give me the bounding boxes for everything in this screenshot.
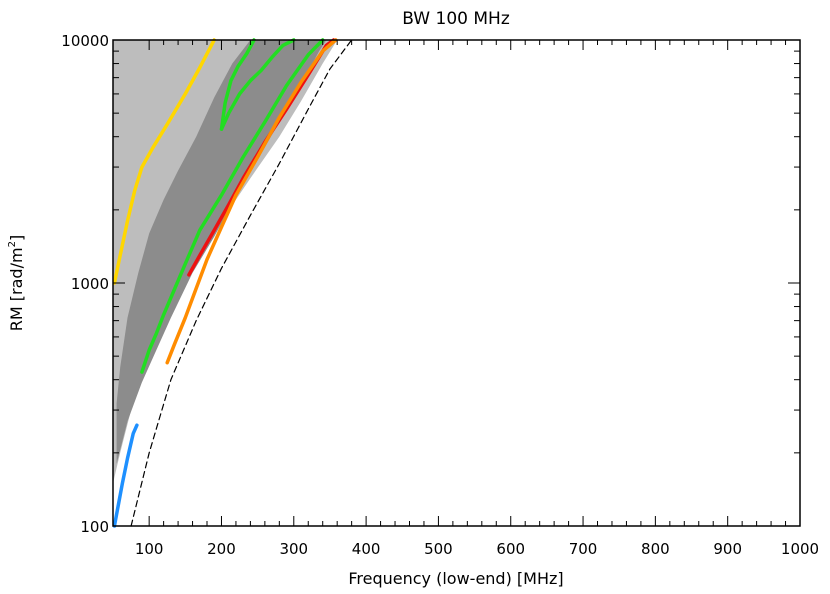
y-tick-label: 10000 (61, 32, 109, 50)
y-axis-label: RM [rad/m2] (7, 235, 26, 331)
blue-contour (112, 423, 139, 528)
x-tick-label: 400 (352, 540, 381, 558)
green-outer-contour (140, 38, 325, 374)
y-tick-label: 100 (80, 518, 109, 536)
x-tick-label: 600 (496, 540, 525, 558)
chart-title: BW 100 MHz (402, 9, 510, 29)
y-axis-label-main: RM (7, 301, 26, 331)
x-tick-label: 1000 (781, 540, 819, 558)
x-tick-label: 800 (641, 540, 670, 558)
x-axis-ticks: 100 200 300 400 500 600 700 800 900 1000 (135, 40, 819, 558)
y-axis-label-superscript: 2 (7, 241, 18, 247)
x-tick-label: 500 (424, 540, 453, 558)
y-axis-label-unit: [rad/m (7, 247, 26, 301)
x-tick-label: 200 (207, 540, 236, 558)
x-tick-label: 700 (569, 540, 598, 558)
x-tick-label: 100 (135, 540, 164, 558)
light-gray-region (113, 40, 338, 484)
y-tick-label: 1000 (71, 275, 109, 293)
x-tick-label: 900 (713, 540, 742, 558)
green-upper-loop (219, 38, 296, 131)
green-upper-loop-inner (219, 38, 256, 131)
x-axis-label: Frequency (low-end) [MHz] (348, 569, 563, 588)
y-axis-label-close: ] (7, 235, 26, 241)
x-tick-label: 300 (279, 540, 308, 558)
dashed-boundary (130, 39, 353, 527)
yellow-contour (112, 38, 216, 285)
series-layer (112, 38, 353, 528)
orange-contour (165, 38, 338, 365)
y-axis-ticks: 100 1000 10000 (61, 32, 800, 536)
